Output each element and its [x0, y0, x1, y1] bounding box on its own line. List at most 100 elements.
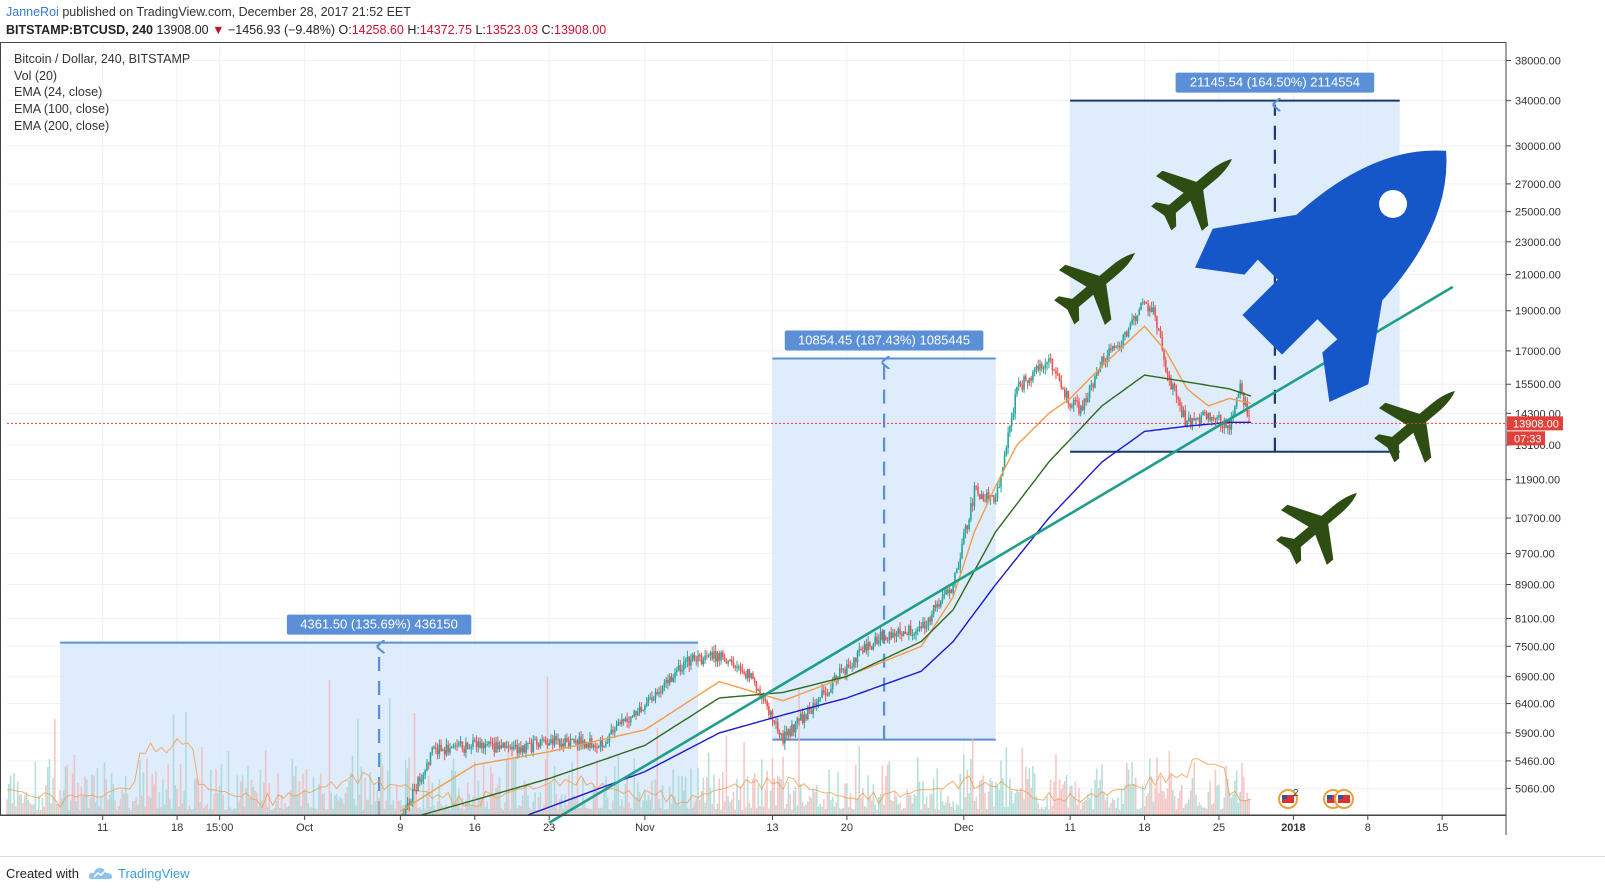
volume-bar — [1244, 800, 1247, 815]
candle-body — [1182, 410, 1185, 418]
volume-bar — [1168, 751, 1171, 815]
volume-bar — [202, 807, 205, 815]
candle-body — [750, 673, 752, 678]
volume-bar — [220, 763, 223, 815]
volume-bar — [1071, 785, 1073, 815]
volume-bar — [668, 786, 671, 815]
volume-bar — [1127, 769, 1130, 815]
volume-bar — [1152, 801, 1155, 815]
candle-body — [663, 682, 666, 687]
tradingview-link[interactable]: TradingView — [118, 866, 190, 881]
volume-bar — [27, 799, 30, 815]
ema100-line — [421, 374, 1252, 816]
candle-body — [1010, 417, 1013, 427]
volume-bar — [1173, 796, 1176, 815]
volume-bar — [1172, 789, 1174, 815]
volume-bar — [1000, 760, 1002, 815]
candle-body — [436, 749, 439, 755]
candle-body — [938, 603, 940, 607]
volume-bar — [357, 719, 359, 815]
volume-bar — [463, 809, 465, 815]
volume-bar — [1198, 802, 1201, 815]
candle-body — [872, 643, 875, 650]
drawing-icons[interactable]: 2 — [1041, 73, 1524, 809]
trendline-group[interactable] — [548, 285, 1454, 824]
candle-body — [732, 662, 735, 666]
fighter-jet-icon — [1276, 492, 1357, 565]
volume-bar — [629, 807, 632, 815]
volume-bar — [1010, 791, 1013, 815]
volume-bar — [1049, 779, 1052, 815]
volume-bar — [495, 787, 497, 815]
candle-body — [693, 654, 696, 661]
volume-bar — [1085, 799, 1087, 815]
volume-bar — [854, 764, 857, 815]
candle-body — [649, 697, 651, 699]
candle-body — [931, 613, 933, 622]
candle-body — [897, 628, 900, 634]
candle-body — [644, 706, 646, 711]
volume-bar — [50, 803, 53, 815]
volume-bar — [248, 797, 251, 815]
candle-body — [808, 707, 811, 711]
chart-area[interactable]: 4361.50 (135.69%) 436150 10854.45 (187.43… — [0, 42, 1605, 856]
volume-bar — [622, 807, 625, 815]
candle-body — [1078, 401, 1080, 414]
candle-body — [1092, 384, 1094, 388]
trendline — [548, 285, 1454, 824]
volume-bar — [417, 808, 419, 815]
volume-bar — [1055, 754, 1057, 815]
measure-label: 10854.45 (187.43%) 1085445 — [798, 333, 970, 348]
candle-body — [488, 741, 490, 745]
volume-bar — [254, 790, 256, 815]
volume-bar — [229, 807, 232, 815]
candle-body — [900, 634, 903, 636]
candle-body — [1115, 347, 1117, 349]
candle-body — [502, 742, 504, 748]
candle-body — [479, 741, 481, 748]
volume-bar — [847, 807, 850, 815]
volume-bar — [590, 809, 593, 815]
candle-body — [504, 742, 506, 748]
volume-bar — [137, 804, 139, 815]
volume-bar — [231, 809, 233, 815]
volume-bar — [1188, 799, 1190, 815]
volume-bar — [1079, 809, 1082, 815]
candle-body — [736, 666, 738, 668]
volume-bar — [566, 805, 568, 815]
jet-body — [1276, 492, 1357, 565]
candle-body — [973, 485, 976, 506]
volume-bar — [1090, 788, 1093, 815]
volume-bar — [133, 800, 136, 815]
volume-bar — [553, 765, 556, 815]
volume-bar — [532, 801, 535, 815]
candle-body — [590, 738, 593, 748]
volume-bar — [300, 806, 302, 815]
last-price: 13908.00 — [156, 23, 209, 37]
candle-body — [559, 739, 561, 747]
volume-bar — [649, 799, 651, 815]
volume-bar — [497, 784, 499, 815]
volume-bar — [222, 795, 224, 815]
volume-bar — [902, 808, 905, 815]
candle-body — [1101, 356, 1103, 367]
y-tick-label: 6400.00 — [1515, 699, 1555, 711]
candle-body — [1177, 397, 1180, 400]
author-link[interactable]: JanneRoi — [6, 5, 59, 19]
candle-body — [668, 676, 671, 684]
volume-bar — [195, 777, 198, 815]
candle-body — [525, 743, 527, 753]
volume-bar — [96, 768, 99, 815]
candle-body — [594, 745, 597, 748]
volume-bar — [1040, 807, 1043, 815]
candle-body — [675, 670, 678, 673]
volume-bar — [862, 788, 864, 815]
candle-body — [475, 741, 478, 748]
high-label: H: — [407, 23, 420, 37]
volume-bar — [1019, 788, 1022, 815]
fighter-jet-icon — [1374, 390, 1455, 463]
candle-body — [879, 631, 882, 641]
volume-bar — [612, 800, 614, 815]
price-chart[interactable]: 4361.50 (135.69%) 436150 10854.45 (187.43… — [0, 42, 1605, 856]
volume-bar — [123, 793, 125, 815]
